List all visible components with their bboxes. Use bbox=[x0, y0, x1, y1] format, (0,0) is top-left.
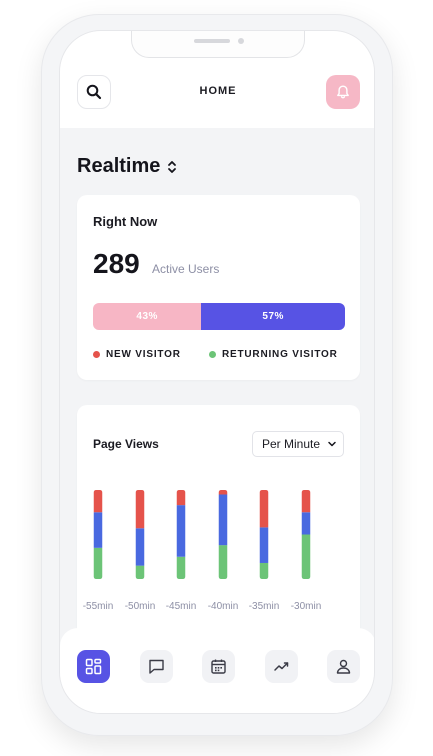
bottom-tab-bar bbox=[60, 628, 374, 713]
x-tick-label: -45min bbox=[166, 601, 197, 612]
returning-visitor-dot bbox=[209, 351, 216, 358]
realtime-selector[interactable]: Realtime bbox=[77, 155, 178, 178]
visitor-split-bar: 43% 57% bbox=[93, 303, 345, 330]
search-icon bbox=[86, 84, 102, 100]
bar-segment bbox=[301, 534, 311, 579]
page-title: HOME bbox=[199, 85, 237, 97]
bar-segment bbox=[301, 490, 311, 513]
user-icon bbox=[336, 659, 351, 674]
bar-segment bbox=[259, 562, 269, 579]
bar-segment bbox=[176, 556, 186, 579]
speaker bbox=[194, 39, 230, 43]
tab-analytics[interactable] bbox=[265, 650, 298, 683]
bar-segment bbox=[176, 490, 186, 506]
right-now-title: Right Now bbox=[93, 214, 158, 229]
app-screen: HOME Realtime Right Now 289 Active Users… bbox=[59, 30, 375, 714]
tab-messages[interactable] bbox=[140, 650, 173, 683]
tab-dashboard[interactable] bbox=[77, 650, 110, 683]
tab-profile[interactable] bbox=[327, 650, 360, 683]
legend-new-visitor: NEW VISITOR bbox=[93, 349, 181, 360]
bar-segment bbox=[218, 545, 228, 579]
legend-returning-visitor: RETURNING VISITOR bbox=[209, 349, 338, 360]
bar-segment bbox=[301, 512, 311, 535]
interval-select-value: Per Minute bbox=[262, 437, 321, 451]
active-users-label: Active Users bbox=[152, 262, 220, 276]
x-tick-label: -55min bbox=[83, 601, 114, 612]
page-views-title: Page Views bbox=[93, 437, 159, 451]
bar-segment bbox=[218, 494, 228, 546]
app-header: HOME bbox=[60, 31, 374, 128]
bar-segment bbox=[259, 490, 269, 528]
bar-segment bbox=[93, 512, 103, 548]
bar-segment bbox=[135, 490, 145, 529]
search-button[interactable] bbox=[77, 75, 111, 109]
x-tick-label: -50min bbox=[125, 601, 156, 612]
x-tick-label: -35min bbox=[249, 601, 280, 612]
message-icon bbox=[149, 659, 164, 674]
calendar-icon bbox=[211, 659, 226, 674]
trending-icon bbox=[274, 662, 289, 671]
legend-returning-label: RETURNING VISITOR bbox=[222, 349, 338, 360]
new-visitor-dot bbox=[93, 351, 100, 358]
notch bbox=[131, 31, 305, 58]
notifications-button[interactable] bbox=[326, 75, 360, 109]
page-views-card: Page Views Per Minute -55min -50min -45min… bbox=[77, 405, 360, 645]
camera bbox=[238, 38, 244, 44]
bell-icon bbox=[337, 85, 349, 99]
page-views-chart: -55min -50min -45min -40min -35min -30min bbox=[83, 490, 322, 612]
x-tick-label: -40min bbox=[208, 601, 239, 612]
bar-segment bbox=[93, 547, 103, 579]
bar-segment bbox=[218, 490, 228, 495]
x-tick-label: -30min bbox=[291, 601, 322, 612]
dashboard-icon bbox=[85, 658, 102, 675]
section-title: Realtime bbox=[77, 155, 161, 177]
sort-chevron-icon bbox=[168, 160, 177, 173]
legend-new-label: NEW VISITOR bbox=[106, 349, 181, 360]
bar-segment bbox=[135, 565, 145, 579]
tab-calendar[interactable] bbox=[202, 650, 235, 683]
bar-segment bbox=[93, 490, 103, 513]
active-users-count: 289 bbox=[93, 248, 140, 279]
interval-select[interactable]: Per Minute bbox=[252, 431, 344, 457]
right-now-card: Right Now 289 Active Users 43% 57% NEW V… bbox=[77, 195, 360, 380]
new-visitor-segment: 43% bbox=[93, 303, 202, 330]
returning-visitor-segment: 57% bbox=[201, 303, 345, 330]
chevron-down-icon bbox=[328, 441, 336, 447]
bar-segment bbox=[135, 528, 145, 566]
bar-segment bbox=[259, 527, 269, 563]
bar-segment bbox=[176, 505, 186, 557]
